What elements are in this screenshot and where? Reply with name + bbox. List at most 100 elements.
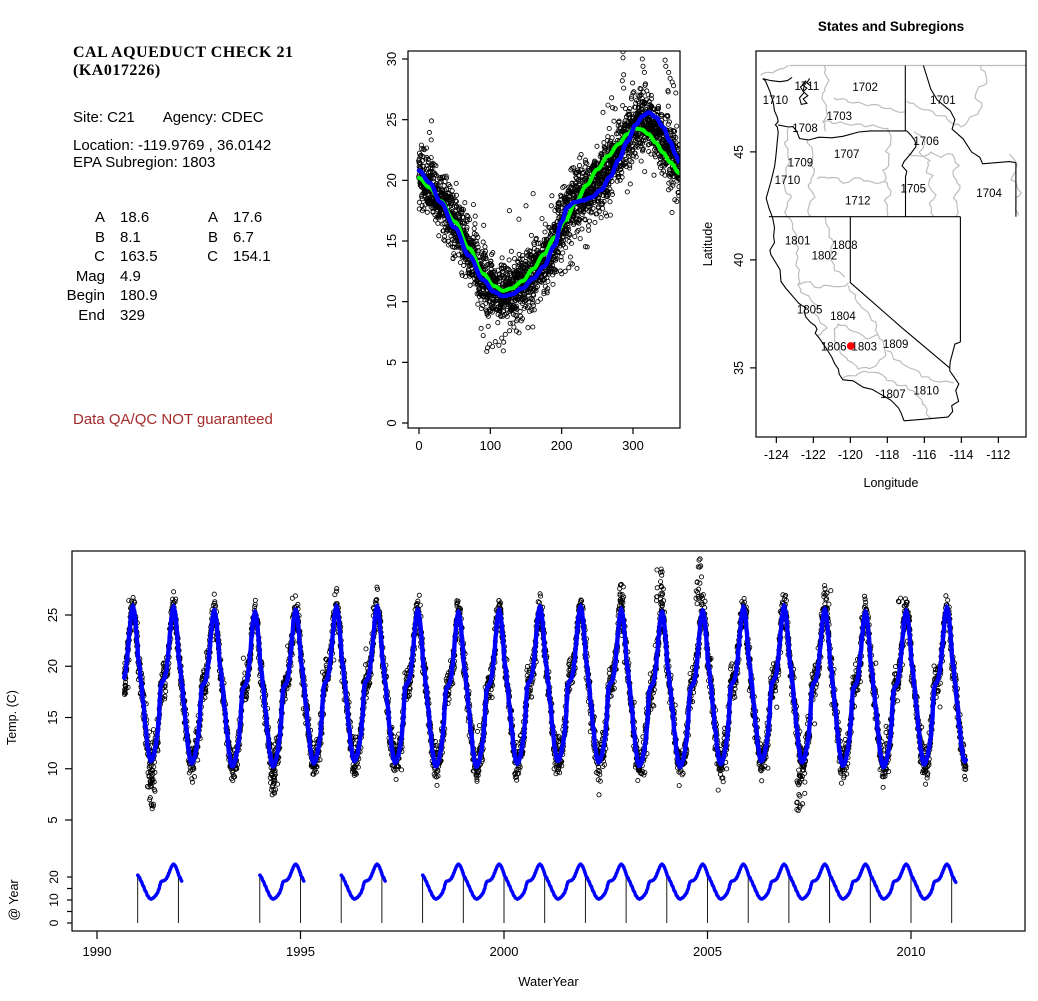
subregion-label: 1712 [845, 195, 871, 207]
stats-cell [218, 267, 233, 287]
state-boundary-line [903, 416, 949, 422]
seasonal-y-tick-label: 30 [384, 52, 399, 66]
timeseries-x-tick-label: 2000 [490, 944, 519, 959]
stats-cell: B [94, 228, 105, 246]
state-boundary-line [798, 80, 809, 106]
fit-stats-table: A 18.6 A 17.6 B 8.1 B 6.7 C 163.5 C 154.1 Mag 4.9 Begi… [63, 208, 393, 325]
subregion-boundary-line [782, 127, 792, 218]
subregion-boundary-line [797, 281, 849, 289]
inset-seasonal-curve [136, 862, 184, 902]
subregion-boundary-line [907, 151, 953, 159]
inset-seasonal-curve [420, 862, 958, 902]
stats-cell: 8.1 [120, 228, 141, 246]
subregion-label: 1711 [795, 81, 820, 93]
seasonal-x-tick-label: 300 [622, 438, 644, 453]
stats-cell: A [94, 209, 105, 226]
subregion-boundary-line [1008, 153, 1023, 216]
stats-cell: Begin [66, 287, 105, 304]
state-boundary-line [806, 78, 811, 87]
map-box [755, 50, 1027, 438]
map-x-tick-label: -112 [986, 448, 1010, 462]
subregion-label: 1703 [826, 111, 852, 123]
subregion-label: 1801 [785, 235, 811, 247]
subregion-label: 1702 [852, 82, 878, 94]
stats-cell: 18.6 [120, 209, 150, 226]
stats-row: B 8.1 B 6.7 [63, 228, 393, 248]
stats-cell: 329 [120, 306, 146, 324]
site-agency-row: Site: C21 Agency: CDEC [63, 109, 393, 126]
subregion-boundary-line [787, 216, 801, 286]
timeseries-x-axis-title: WaterYear [518, 974, 579, 989]
stats-cell [196, 267, 218, 287]
inset-y-tick-label: 10 [47, 893, 61, 907]
stats-cell [196, 306, 218, 326]
subregion-label: 1809 [883, 339, 909, 351]
stats-cell: B [207, 228, 218, 246]
station-title-line2: (KA017226) [73, 62, 161, 79]
subregion-boundary-line [760, 64, 789, 76]
inset-y-tick-label: 20 [47, 870, 61, 884]
inset-seasonal-curve [339, 862, 387, 902]
subregion-boundary-line [883, 180, 892, 217]
map-x-tick-label: -124 [764, 448, 789, 462]
timeseries-plot-box [71, 550, 1026, 932]
subregion-label: 1710 [763, 95, 789, 107]
timeseries-y-tick-label: 20 [45, 659, 60, 673]
epa-subregion-label: EPA Subregion: 1803 [73, 154, 216, 171]
agency-label: Agency: CDEC [162, 109, 264, 126]
qa-notice: Data QA/QC NOT guaranteed [73, 411, 273, 428]
seasonal-fit-line-blue [416, 110, 680, 299]
stats-cell [218, 306, 233, 326]
stats-row: Mag 4.9 [63, 267, 393, 287]
seasonal-y-tick-label: 10 [384, 294, 399, 308]
seasonal-y-tick-label: 0 [384, 419, 399, 426]
seasonal-y-tick-label: 20 [384, 173, 399, 187]
subregion-boundary-line [841, 370, 908, 387]
subregion-boundary-line [847, 285, 879, 335]
subregion-boundary-line [797, 284, 829, 337]
stats-cell: 4.9 [120, 267, 141, 285]
state-boundary-line [949, 341, 961, 368]
timeseries-y-tick-label: 5 [45, 816, 60, 823]
subregion-boundary-line [952, 65, 988, 128]
subregion-boundary-line [821, 65, 830, 132]
seasonal-y-tick-label: 15 [384, 234, 399, 248]
timeseries-y-tick-label: 10 [45, 762, 60, 776]
stats-cell: C [207, 248, 218, 265]
stats-row: End 329 [63, 306, 393, 326]
state-boundary-line [849, 216, 951, 369]
state-boundary-line [901, 130, 917, 217]
subregion-label: 1705 [900, 184, 926, 196]
state-boundary-line [762, 76, 793, 83]
map-x-axis-title: Longitude [864, 476, 919, 490]
stats-cell: Mag [75, 267, 105, 285]
stats-cell: 180.9 [120, 287, 158, 304]
subregion-label: 1806 [821, 341, 847, 353]
timeseries-x-tick-label: 2010 [897, 944, 926, 959]
site-label: Site: C21 [73, 109, 135, 126]
seasonal-x-tick-label: 0 [415, 438, 422, 453]
timeseries-y-tick-label: 25 [45, 608, 60, 622]
seasonal-plot-box [407, 50, 681, 429]
stats-cell: 6.7 [233, 228, 254, 246]
subregion-label: 1704 [976, 188, 1002, 200]
stats-row: C 163.5 C 154.1 [63, 247, 393, 267]
inset-y-axis-title: @ Year [7, 879, 21, 920]
subregion-label: 1808 [832, 240, 858, 252]
subregion-label: 1701 [930, 95, 956, 107]
subregion-boundary-line [951, 153, 961, 218]
subregion-label: 1710 [775, 175, 801, 187]
map-y-tick-label: 40 [732, 253, 746, 267]
stats-row: Begin 180.9 [63, 286, 393, 306]
timeseries-x-tick-label: 1995 [286, 944, 315, 959]
seasonal-y-tick-label: 5 [384, 359, 399, 366]
map-x-tick-label: -122 [801, 448, 826, 462]
stats-cell: 17.6 [233, 209, 263, 226]
subregion-label: 1804 [830, 311, 856, 323]
map-y-tick-label: 45 [732, 145, 746, 159]
stats-cell [196, 286, 218, 306]
state-boundary-line [922, 65, 1016, 165]
subregion-boundary-line [816, 176, 885, 184]
timeseries-observation-points [121, 556, 969, 814]
